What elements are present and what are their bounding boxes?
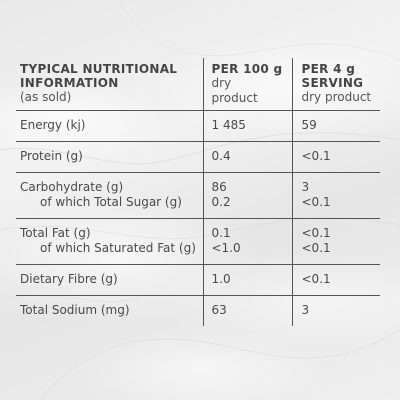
- row-sub-per-serving: <0.1: [301, 195, 331, 209]
- row-label: Total Sodium (mg): [20, 303, 130, 317]
- row-per-serving-group: <0.1 <0.1: [291, 218, 380, 265]
- row-per-100g: 0.1: [211, 226, 231, 240]
- row-per-100g: 63: [202, 295, 292, 326]
- table-row-energy: Energy (kj) 1 485 59: [16, 110, 380, 142]
- row-label: Protein (g): [20, 149, 83, 163]
- row-per-100g: 1.0: [202, 264, 292, 296]
- table-header-row: TYPICAL NUTRITIONAL INFORMATION (as sold…: [16, 58, 380, 111]
- row-per-100g: 1 485: [202, 110, 292, 142]
- row-sub-label: of which Saturated Fat (g): [40, 241, 196, 255]
- row-per-100g-group: 0.1 <1.0: [202, 218, 292, 265]
- row-sub-per-serving: <0.1: [301, 241, 331, 255]
- row-per-serving: 3: [291, 295, 380, 326]
- header-product: product: [211, 91, 258, 105]
- row-per-100g: 86: [211, 180, 227, 194]
- table-row-carbohydrate: Carbohydrate (g) of which Total Sugar (g…: [16, 172, 380, 219]
- row-sub-per-100g: 0.2: [211, 195, 231, 209]
- header-serving: SERVING: [301, 76, 364, 90]
- row-label-group: Total Fat (g) of which Saturated Fat (g): [16, 219, 203, 265]
- row-label: Energy (kj): [20, 118, 86, 132]
- row-label: Carbohydrate (g): [20, 180, 124, 194]
- row-per-100g: 0.4: [202, 141, 292, 173]
- row-per-serving: 59: [291, 110, 380, 142]
- header-title-line1: TYPICAL NUTRITIONAL: [20, 62, 178, 76]
- nutrition-table: TYPICAL NUTRITIONAL INFORMATION (as sold…: [16, 58, 380, 326]
- table-row-sodium: Total Sodium (mg) 63 3: [16, 295, 380, 326]
- row-sub-label: of which Total Sugar (g): [40, 195, 182, 209]
- nutrition-panel: TYPICAL NUTRITIONAL INFORMATION (as sold…: [8, 52, 392, 354]
- row-sub-per-100g: <1.0: [211, 241, 241, 255]
- header-per-100g: PER 100 g: [211, 62, 283, 76]
- row-per-100g-group: 86 0.2: [202, 172, 292, 219]
- header-per-100g-column: PER 100 g dry product: [202, 58, 292, 111]
- row-per-serving: <0.1: [291, 264, 380, 296]
- row-per-serving: 3: [301, 180, 310, 194]
- row-per-serving: <0.1: [291, 141, 380, 173]
- header-dry: dry: [211, 76, 232, 90]
- row-label: Dietary Fibre (g): [20, 272, 118, 286]
- row-label: Total Fat (g): [20, 226, 91, 240]
- row-per-serving: <0.1: [301, 226, 331, 240]
- header-per-4g: PER 4 g: [301, 62, 356, 76]
- table-row-fibre: Dietary Fibre (g) 1.0 <0.1: [16, 264, 380, 296]
- header-as-sold: (as sold): [20, 90, 72, 104]
- row-label-group: Carbohydrate (g) of which Total Sugar (g…: [16, 173, 203, 219]
- table-row-fat: Total Fat (g) of which Saturated Fat (g)…: [16, 218, 380, 265]
- header-per-serving-column: PER 4 g SERVING dry product: [291, 58, 380, 111]
- row-per-serving-group: 3 <0.1: [291, 172, 380, 219]
- table-row-protein: Protein (g) 0.4 <0.1: [16, 141, 380, 173]
- header-nutrient-column: TYPICAL NUTRITIONAL INFORMATION (as sold…: [16, 58, 203, 111]
- header-title-line2: INFORMATION: [20, 76, 119, 90]
- header-dry-product: dry product: [301, 90, 372, 104]
